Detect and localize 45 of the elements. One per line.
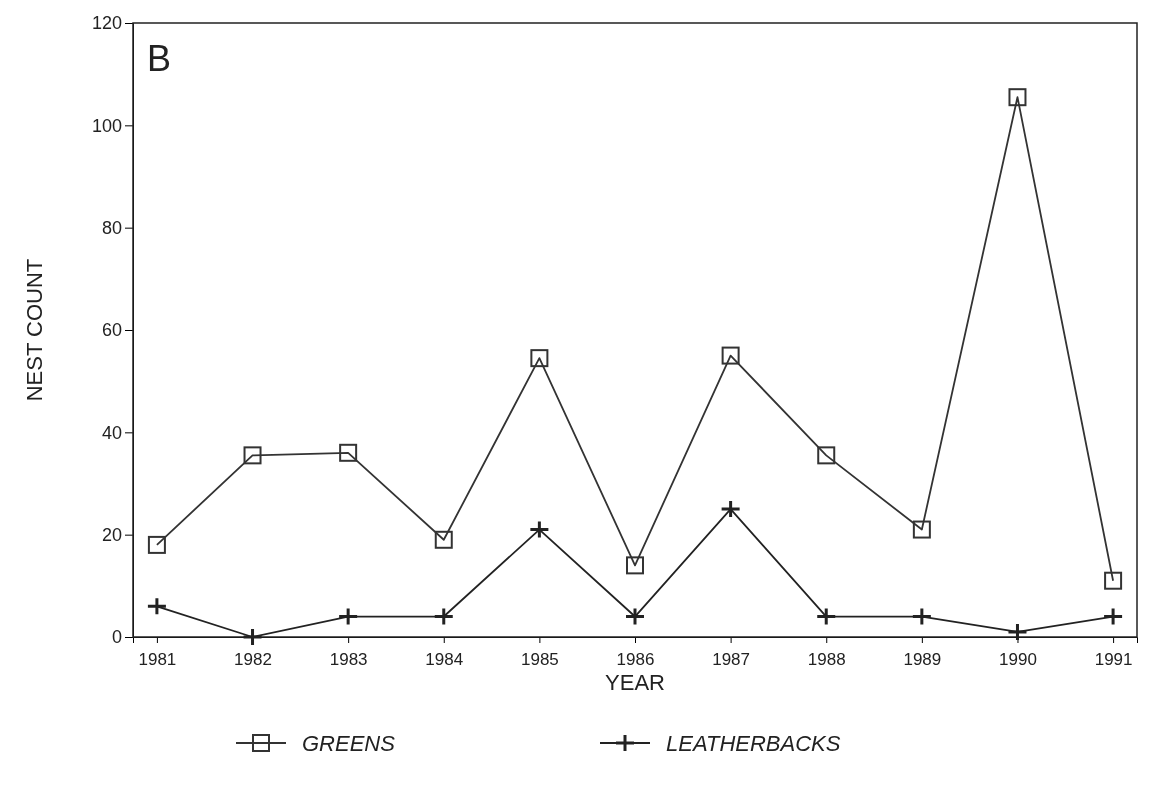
point xyxy=(1006,622,1028,642)
point xyxy=(721,346,740,365)
x-tick-label: 1991 xyxy=(1094,649,1133,669)
x-tick-label: 1982 xyxy=(234,649,272,669)
y-tick-label: 60 xyxy=(101,320,122,341)
y-tick-label: 120 xyxy=(91,13,122,34)
point xyxy=(339,443,358,462)
point xyxy=(147,535,166,554)
point xyxy=(434,530,453,549)
x-tick-label: 1989 xyxy=(903,649,942,669)
legend-label: GREENS xyxy=(302,731,396,756)
y-tick-label: 0 xyxy=(111,627,122,648)
point xyxy=(528,520,550,540)
point xyxy=(720,499,742,519)
x-tick-label: 1986 xyxy=(616,649,655,669)
x-tick-label: 1985 xyxy=(520,649,559,669)
x-tick-label: 1984 xyxy=(425,649,464,669)
point xyxy=(433,607,455,627)
point xyxy=(815,607,837,627)
point xyxy=(243,446,262,465)
y-tick-label: 20 xyxy=(101,524,122,545)
point xyxy=(337,607,359,627)
x-tick-label: 1990 xyxy=(999,649,1037,669)
point xyxy=(626,556,644,575)
point xyxy=(817,446,836,465)
y-tick-label: 80 xyxy=(101,217,122,238)
point xyxy=(911,607,933,627)
point xyxy=(1104,571,1123,590)
point xyxy=(1008,88,1027,107)
point xyxy=(146,596,168,616)
point xyxy=(242,627,264,647)
x-tick-label: 1981 xyxy=(138,649,177,669)
point xyxy=(912,520,931,539)
y-tick-label: 100 xyxy=(91,115,122,136)
point xyxy=(624,607,646,627)
point xyxy=(530,349,549,368)
legend-label: LEATHERBACKS xyxy=(666,731,841,756)
y-axis-title: NEST COUNT xyxy=(22,258,47,402)
annotation: B xyxy=(147,38,172,79)
y-tick-label: 40 xyxy=(101,422,122,443)
x-axis-title: YEAR xyxy=(605,670,665,695)
point xyxy=(1102,607,1124,627)
x-tick-label: 1983 xyxy=(329,649,368,669)
x-tick-label: 1988 xyxy=(807,649,846,669)
x-tick-label: 1987 xyxy=(712,649,751,669)
